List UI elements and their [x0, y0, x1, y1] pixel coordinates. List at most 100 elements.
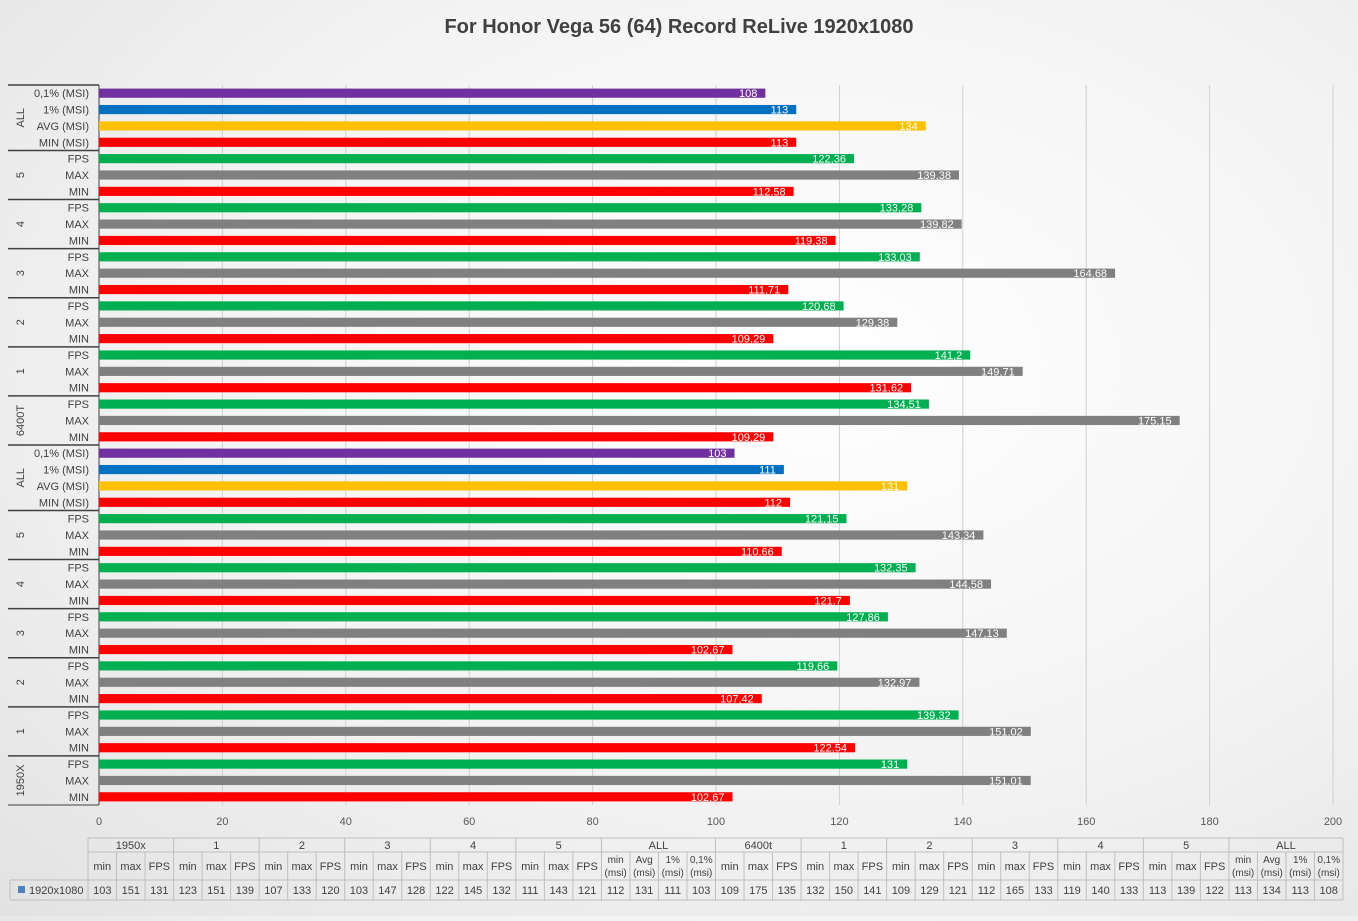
bar-value-label: 133,03 [878, 252, 912, 264]
bar-category-label: FPS [68, 252, 89, 264]
table-cell: 122 [435, 885, 453, 897]
bar [99, 514, 847, 524]
bar [99, 432, 774, 442]
table-col-header: FPS [149, 861, 170, 873]
table-cell: 128 [407, 885, 425, 897]
table-group-header: 1 [841, 840, 847, 852]
bar-value-label: 141,2 [935, 350, 963, 362]
bar-value-label: 129,38 [856, 317, 890, 329]
bar [99, 563, 916, 573]
bar-category-label: MIN [69, 645, 89, 657]
bar-category-label: MIN [69, 743, 89, 755]
table-cell: 113 [1291, 885, 1309, 897]
bar-category-label: MIN [69, 285, 89, 297]
table-col-header: max [1176, 861, 1197, 873]
table-col-header-sub: (msi) [605, 868, 627, 879]
bar-category-label: FPS [68, 563, 89, 575]
bar [99, 694, 762, 704]
bar-value-label: 147,13 [965, 628, 999, 640]
table-group-header: 3 [384, 840, 390, 852]
bar-value-label: 127,86 [846, 612, 880, 624]
bar-category-label: MAX [65, 579, 90, 591]
bar-category-label: MAX [65, 170, 90, 182]
bar-value-label: 119,66 [796, 661, 829, 673]
bar-category-label: 1% (MSI) [43, 105, 89, 117]
bar [99, 219, 962, 229]
bar-category-label: FPS [68, 350, 89, 362]
bar [99, 334, 774, 344]
table-col-header: min [978, 861, 996, 873]
table-cell: 175 [749, 885, 767, 897]
bar-category-label: 0,1% (MSI) [34, 448, 89, 460]
table-col-header: max [833, 861, 854, 873]
table-cell: 121 [578, 885, 596, 897]
bar-value-label: 107,42 [720, 694, 754, 706]
bar [99, 464, 784, 475]
table-cell: 147 [378, 885, 396, 897]
bar [99, 104, 797, 115]
bar-category-label: MIN [69, 595, 89, 607]
table-col-header: min [179, 861, 197, 873]
table-col-header: FPS [320, 861, 341, 873]
bar-value-label: 149,71 [981, 366, 1015, 378]
bar-category-label: MIN [69, 383, 89, 395]
x-tick-label: 60 [463, 816, 475, 828]
table-cell: 109 [892, 885, 910, 897]
bar [99, 595, 850, 606]
bar-category-label: MAX [65, 415, 90, 427]
table-cell: 108 [1320, 885, 1338, 897]
x-tick-label: 120 [830, 816, 848, 828]
table-col-header: min [93, 861, 111, 873]
legend-key-label: 1920x1080 [29, 885, 83, 897]
bar-value-label: 102,67 [691, 645, 725, 657]
table-cell: 107 [264, 885, 282, 897]
table-col-header: FPS [405, 861, 426, 873]
bar-value-label: 151,02 [989, 726, 1023, 738]
bar-value-label: 175,15 [1138, 415, 1172, 427]
bar-value-label: 139,38 [917, 170, 951, 182]
table-cell: 111 [664, 885, 681, 897]
table-col-header: max [548, 861, 569, 873]
table-cell: 129 [920, 885, 938, 897]
group-label: 2 [15, 319, 27, 325]
table-group-header: 3 [1012, 840, 1018, 852]
bar-value-label: 132,35 [874, 563, 908, 575]
bar [99, 661, 838, 671]
table-cell: 139 [1177, 885, 1195, 897]
table-group-header: ALL [649, 840, 669, 852]
x-tick-label: 100 [707, 816, 725, 828]
bar [99, 252, 920, 262]
bar [99, 546, 782, 556]
bar [99, 677, 920, 687]
table-group-header: 2 [299, 840, 305, 852]
table-cell: 113 [1234, 885, 1252, 897]
table-col-header: FPS [1033, 861, 1054, 873]
table-cell: 109 [721, 885, 739, 897]
bar-category-label: AVG (MSI) [37, 481, 89, 493]
table-group-header: 4 [470, 840, 476, 852]
table-cell: 120 [321, 885, 339, 897]
table-group-header: 2 [926, 840, 932, 852]
bar-category-label: FPS [68, 710, 89, 722]
table-cell: 140 [1091, 885, 1109, 897]
table-cell: 103 [93, 885, 111, 897]
table-col-header: min [265, 861, 283, 873]
bar [99, 399, 929, 409]
bar-value-label: 112,58 [753, 186, 786, 198]
table-col-header: FPS [862, 861, 883, 873]
bar [99, 366, 1023, 376]
table-cell: 143 [549, 885, 567, 897]
bar-category-label: MIN (MSI) [39, 137, 89, 149]
table-col-header: max [748, 861, 769, 873]
table-col-header-sub: (msi) [662, 868, 684, 879]
x-tick-label: 40 [340, 816, 352, 828]
bar-value-label: 132,97 [878, 677, 912, 689]
group-label: 1950X [15, 764, 27, 796]
table-group-header: 5 [556, 840, 562, 852]
bar-category-label: MAX [65, 268, 90, 280]
x-tick-label: 80 [586, 816, 598, 828]
bar-value-label: 108 [739, 88, 757, 100]
bar [99, 644, 733, 655]
group-label: 3 [15, 270, 27, 276]
